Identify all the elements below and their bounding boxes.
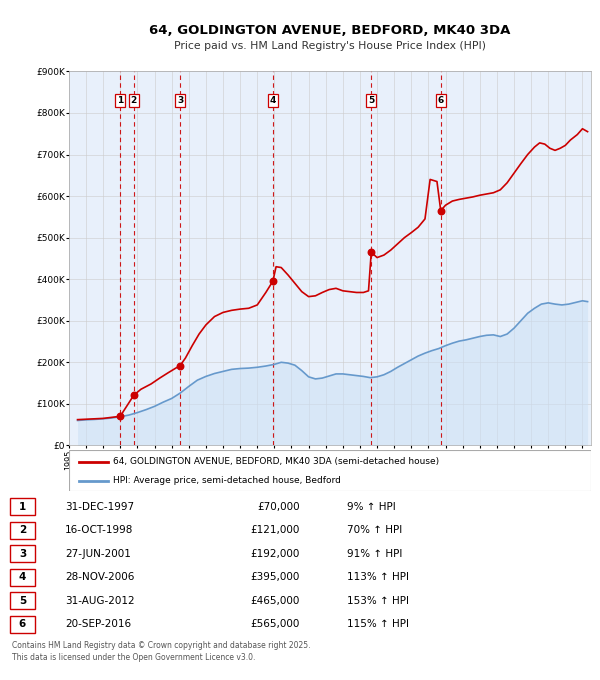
Text: 64, GOLDINGTON AVENUE, BEDFORD, MK40 3DA (semi-detached house): 64, GOLDINGTON AVENUE, BEDFORD, MK40 3DA…	[113, 457, 439, 466]
Text: 6: 6	[19, 619, 26, 629]
Text: £121,000: £121,000	[251, 525, 300, 535]
Text: 91% ↑ HPI: 91% ↑ HPI	[347, 549, 403, 559]
Text: £395,000: £395,000	[251, 572, 300, 582]
Text: 20-SEP-2016: 20-SEP-2016	[65, 619, 131, 629]
Text: 28-NOV-2006: 28-NOV-2006	[65, 572, 134, 582]
Text: £565,000: £565,000	[251, 619, 300, 629]
Text: 1: 1	[117, 96, 123, 105]
Text: 31-DEC-1997: 31-DEC-1997	[65, 502, 134, 512]
Text: 3: 3	[177, 96, 183, 105]
Text: 31-AUG-2012: 31-AUG-2012	[65, 596, 134, 606]
FancyBboxPatch shape	[10, 592, 35, 609]
Point	[175, 360, 185, 371]
Text: 4: 4	[269, 96, 276, 105]
FancyBboxPatch shape	[10, 615, 35, 632]
Point	[129, 390, 139, 401]
Point	[367, 247, 376, 258]
Text: Contains HM Land Registry data © Crown copyright and database right 2025.
This d: Contains HM Land Registry data © Crown c…	[12, 641, 310, 662]
Text: 2: 2	[19, 525, 26, 535]
FancyBboxPatch shape	[10, 522, 35, 539]
Text: 9% ↑ HPI: 9% ↑ HPI	[347, 502, 396, 512]
FancyBboxPatch shape	[69, 450, 591, 491]
Text: £465,000: £465,000	[251, 596, 300, 606]
Text: 64, GOLDINGTON AVENUE, BEDFORD, MK40 3DA: 64, GOLDINGTON AVENUE, BEDFORD, MK40 3DA	[149, 24, 511, 37]
Point	[115, 411, 125, 422]
Text: 5: 5	[19, 596, 26, 606]
Text: 1: 1	[19, 502, 26, 512]
Text: 113% ↑ HPI: 113% ↑ HPI	[347, 572, 409, 582]
Text: 16-OCT-1998: 16-OCT-1998	[65, 525, 133, 535]
FancyBboxPatch shape	[10, 568, 35, 585]
Point	[268, 276, 278, 287]
Text: 153% ↑ HPI: 153% ↑ HPI	[347, 596, 409, 606]
Text: HPI: Average price, semi-detached house, Bedford: HPI: Average price, semi-detached house,…	[113, 476, 341, 486]
FancyBboxPatch shape	[10, 545, 35, 562]
Point	[436, 205, 446, 216]
Text: 27-JUN-2001: 27-JUN-2001	[65, 549, 131, 559]
Text: 2: 2	[131, 96, 137, 105]
Text: Price paid vs. HM Land Registry's House Price Index (HPI): Price paid vs. HM Land Registry's House …	[174, 41, 486, 51]
Text: £192,000: £192,000	[251, 549, 300, 559]
Text: £70,000: £70,000	[257, 502, 300, 512]
Text: 115% ↑ HPI: 115% ↑ HPI	[347, 619, 409, 629]
FancyBboxPatch shape	[10, 498, 35, 515]
Text: 4: 4	[19, 572, 26, 582]
Text: 5: 5	[368, 96, 374, 105]
Text: 6: 6	[437, 96, 444, 105]
Text: 3: 3	[19, 549, 26, 559]
Text: 70% ↑ HPI: 70% ↑ HPI	[347, 525, 402, 535]
